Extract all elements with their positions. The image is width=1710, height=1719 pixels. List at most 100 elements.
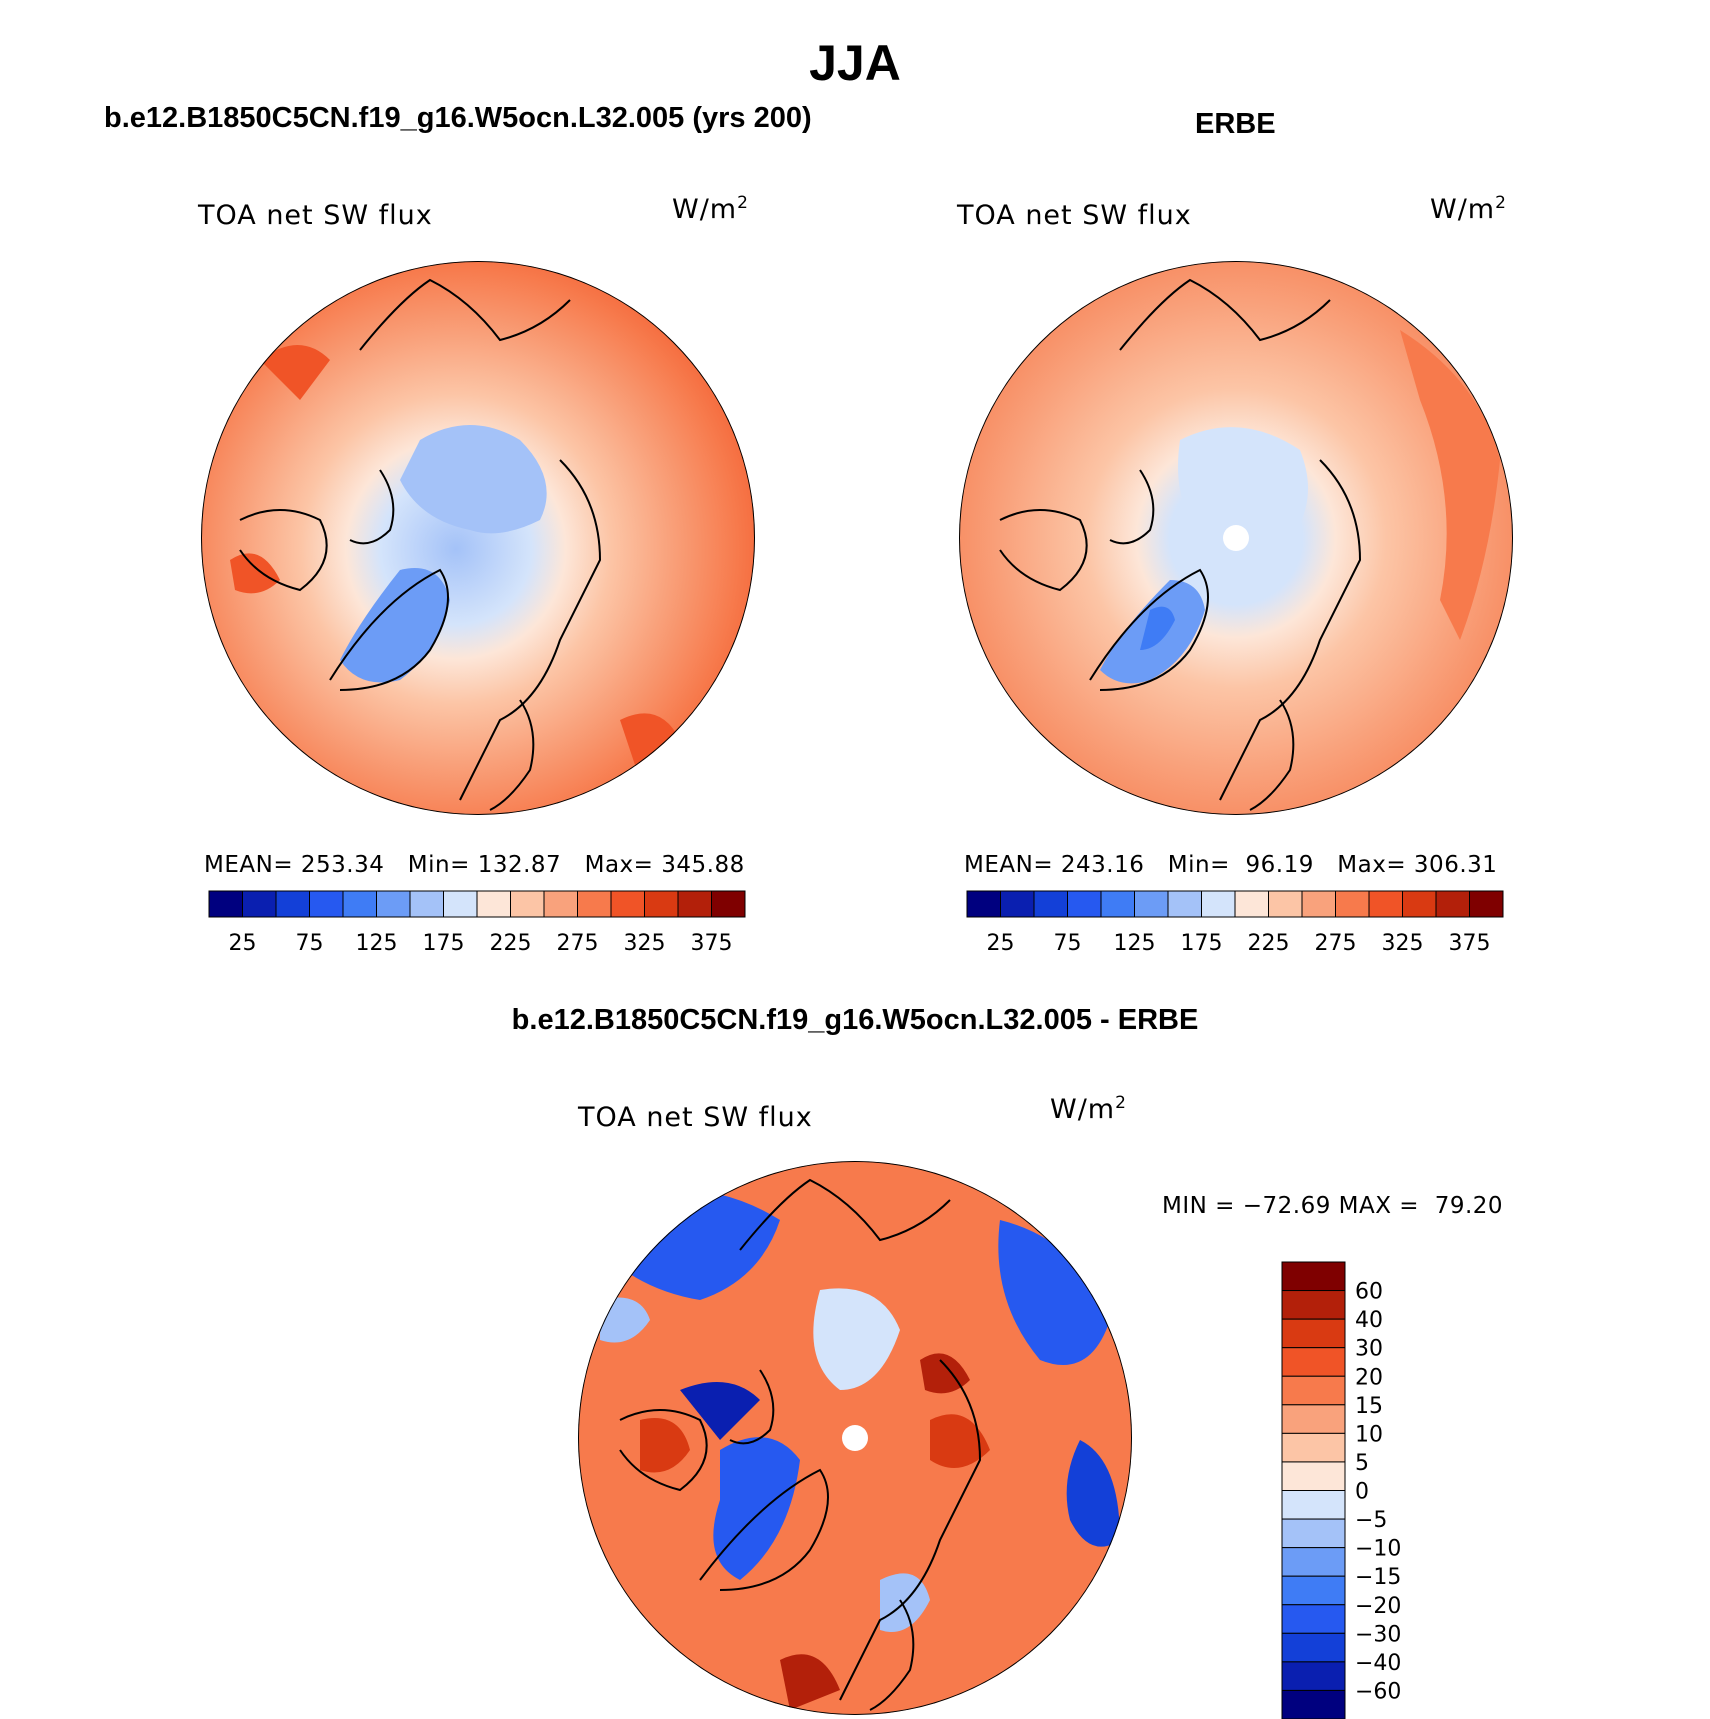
map-left-arctic-ice xyxy=(400,425,547,534)
map-left-field xyxy=(201,261,755,815)
colorbar-box xyxy=(1100,890,1135,918)
map-left-coastlines xyxy=(239,278,602,811)
colorbar-box xyxy=(1201,890,1236,918)
diff-neg-7 xyxy=(600,1297,650,1343)
colorbar-tick-label: −60 xyxy=(1355,1679,1401,1704)
colorbar-box xyxy=(1000,890,1035,918)
map-difference-pole-gap xyxy=(842,1425,868,1451)
panel-right-units: W/m2 xyxy=(1430,193,1507,225)
colorbar-tick-label: −10 xyxy=(1355,1537,1401,1562)
colorbar-left: 25 75 125 175 225 275 325 375 xyxy=(208,890,746,956)
panel-right-case-title: ERBE xyxy=(1195,108,1276,140)
map-right-greenland-core xyxy=(1140,606,1175,650)
map-right-arctic-ice xyxy=(1178,427,1308,550)
colorbar-tick-label: 5 xyxy=(1355,1451,1369,1476)
colorbar-box xyxy=(409,890,444,918)
colorbar-right: 25 75 125 175 225 275 325 375 xyxy=(966,890,1504,956)
colorbar-box xyxy=(476,890,511,918)
colorbar-tick-label: 325 xyxy=(1382,931,1424,956)
diff-pos-4 xyxy=(920,1353,970,1394)
diff-neg-3 xyxy=(1066,1440,1120,1547)
panel-left-case-title: b.e12.B1850C5CN.f19_g16.W5ocn.L32.005 (y… xyxy=(104,102,812,134)
colorbar-box xyxy=(1435,890,1470,918)
colorbar-box xyxy=(677,890,712,918)
colorbar-box xyxy=(275,890,310,918)
colorbar-box xyxy=(1134,890,1169,918)
difference-units: W/m2 xyxy=(1050,1093,1127,1125)
colorbar-box xyxy=(208,890,243,918)
colorbar-tick-label: 25 xyxy=(229,931,257,956)
colorbar-box xyxy=(1402,890,1437,918)
colorbar-box xyxy=(1281,1261,1346,1292)
map-left-patch-2 xyxy=(620,713,680,780)
colorbar-tick-label: −20 xyxy=(1355,1594,1401,1619)
diff-pos-1 xyxy=(930,1414,990,1468)
map-left-patch-1 xyxy=(260,345,330,400)
diff-neg-6 xyxy=(680,1382,760,1440)
colorbar-tick-label: 375 xyxy=(691,931,733,956)
colorbar-tick-label: 75 xyxy=(296,931,324,956)
diff-neg-5 xyxy=(713,1437,800,1580)
colorbar-box xyxy=(1281,1518,1346,1549)
colorbar-box xyxy=(1281,1375,1346,1406)
difference-title: b.e12.B1850C5CN.f19_g16.W5ocn.L32.005 - … xyxy=(511,1004,1199,1036)
colorbar-box xyxy=(966,890,1001,918)
colorbar-box xyxy=(1335,890,1370,918)
colorbar-tick-label: 175 xyxy=(423,931,465,956)
colorbar-tick-label: 375 xyxy=(1449,931,1491,956)
colorbar-tick-label: 30 xyxy=(1355,1337,1383,1362)
colorbar-box xyxy=(1281,1432,1346,1463)
colorbar-box xyxy=(1469,890,1504,918)
colorbar-box xyxy=(1281,1547,1346,1577)
diff-pos-2 xyxy=(640,1418,690,1473)
map-right-pole-gap xyxy=(1223,525,1249,551)
colorbar-box xyxy=(376,890,411,918)
diff-pos-3 xyxy=(780,1654,840,1710)
colorbar-tick-label: 275 xyxy=(557,931,599,956)
colorbar-tick-label: 325 xyxy=(624,931,666,956)
map-left-patch-3 xyxy=(230,553,280,594)
difference-stats: MIN = −72.69 MAX = 79.20 xyxy=(1162,1193,1504,1219)
map-left xyxy=(201,261,755,815)
colorbar-tick-label: 125 xyxy=(1114,931,1156,956)
colorbar-box xyxy=(1281,1632,1346,1663)
colorbar-tick-label: 275 xyxy=(1315,931,1357,956)
colorbar-box xyxy=(1268,890,1303,918)
colorbar-tick-label: 15 xyxy=(1355,1394,1383,1419)
colorbar-box xyxy=(1301,890,1336,918)
colorbar-box xyxy=(1033,890,1068,918)
colorbar-tick-label: 225 xyxy=(490,931,532,956)
panel-left-units: W/m2 xyxy=(672,193,749,225)
map-left-greenland xyxy=(340,568,450,683)
colorbar-tick-label: 10 xyxy=(1355,1422,1383,1447)
colorbar-tick-label: 40 xyxy=(1355,1308,1383,1333)
figure-title: JJA xyxy=(809,35,901,91)
colorbar-tick-label: 0 xyxy=(1355,1480,1369,1505)
colorbar-box xyxy=(510,890,545,918)
panel-left-variable: TOA net SW flux xyxy=(198,200,433,231)
colorbar-tick-label: 175 xyxy=(1181,931,1223,956)
colorbar-box xyxy=(1281,1347,1346,1377)
colorbar-box xyxy=(577,890,612,918)
colorbar-box xyxy=(1234,890,1269,918)
diff-neg-4 xyxy=(813,1288,900,1390)
colorbar-box xyxy=(1281,1404,1346,1434)
colorbar-tick-label: −30 xyxy=(1355,1622,1401,1647)
colorbar-box xyxy=(610,890,645,918)
map-difference xyxy=(578,1161,1132,1715)
colorbar-box xyxy=(711,890,746,918)
colorbar-box xyxy=(1167,890,1202,918)
colorbar-tick-label: 75 xyxy=(1054,931,1082,956)
colorbar-tick-label: 225 xyxy=(1248,931,1290,956)
colorbar-box xyxy=(1281,1661,1346,1691)
colorbar-box xyxy=(1368,890,1403,918)
colorbar-difference: 60 40 30 20 15 10 5 0 −5 −10 −15 −20 −30 −40 −60 xyxy=(1281,1261,1401,1719)
difference-variable: TOA net SW flux xyxy=(578,1102,813,1133)
map-difference-coastlines xyxy=(619,1178,982,1711)
map-right-coastlines xyxy=(999,278,1362,811)
diff-neg-2 xyxy=(998,1220,1110,1365)
colorbar-tick-label: −15 xyxy=(1355,1565,1401,1590)
colorbar-box xyxy=(443,890,478,918)
colorbar-box xyxy=(342,890,377,918)
